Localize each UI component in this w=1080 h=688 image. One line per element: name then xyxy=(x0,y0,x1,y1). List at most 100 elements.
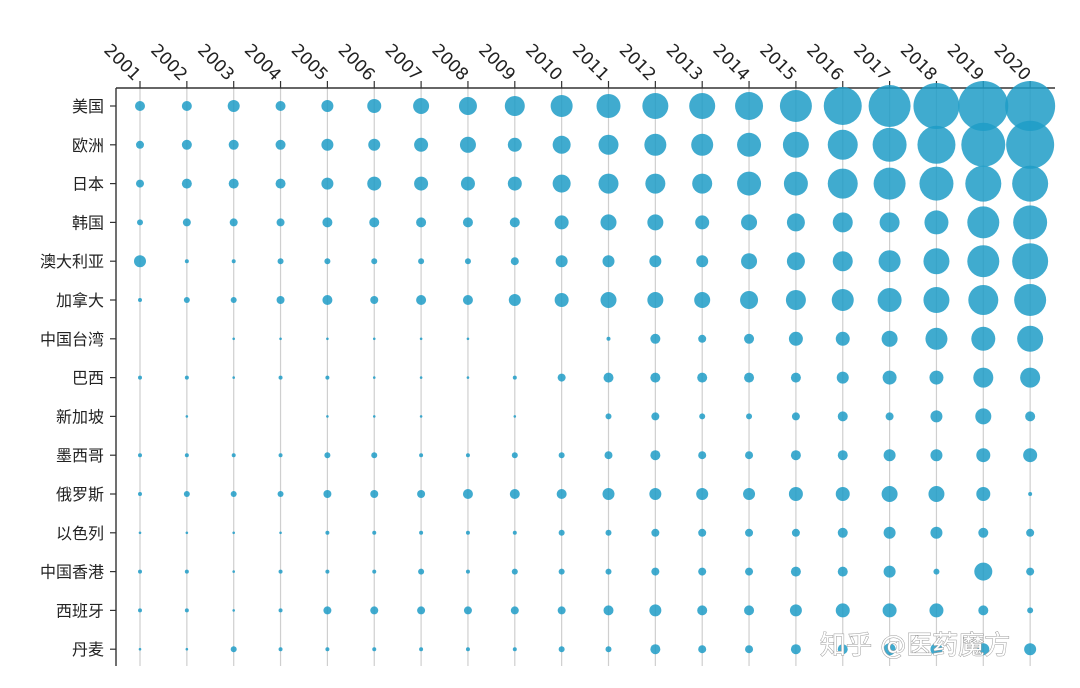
bubble-以色列-2020 xyxy=(1026,528,1035,537)
bubble-俄罗斯-2001 xyxy=(138,492,142,496)
bubble-澳大利亚-2011 xyxy=(602,255,615,268)
bubble-俄罗斯-2002 xyxy=(183,491,190,497)
bubble-西班牙-2003 xyxy=(232,609,235,612)
bubble-以色列-2013 xyxy=(698,528,707,537)
bubble-巴西-2002 xyxy=(184,375,189,380)
bubble-加拿大-2017 xyxy=(877,288,902,312)
bubble-新加坡-2018 xyxy=(930,410,943,423)
bubble-澳大利亚-2014 xyxy=(741,253,758,270)
bubble-欧洲-2011 xyxy=(598,134,619,155)
bubble-日本-2020 xyxy=(1012,165,1049,202)
bubble-中国香港-2015 xyxy=(790,566,801,577)
bubble-澳大利亚-2020 xyxy=(1012,243,1049,280)
bubble-美国-2001 xyxy=(135,101,145,111)
watermark-text: 知乎 @医药魔方 xyxy=(820,631,1010,661)
bubble-俄罗斯-2017 xyxy=(881,486,898,502)
y-tick-label-5: 加拿大 xyxy=(56,291,104,310)
bubble-欧洲-2003 xyxy=(228,139,239,150)
bubble-欧洲-2006 xyxy=(368,138,381,151)
bubble-中国台湾-2004 xyxy=(279,337,282,341)
y-tick-label-1: 欧洲 xyxy=(72,136,104,155)
bubble-墨西哥-2007 xyxy=(419,453,424,458)
bubble-韩国-2013 xyxy=(695,215,710,230)
x-tick-label-2003: 2003 xyxy=(193,40,238,85)
bubble-中国香港-2005 xyxy=(325,569,330,574)
bubble-俄罗斯-2012 xyxy=(649,488,662,500)
bubble-以色列-2018 xyxy=(930,526,943,539)
bubble-巴西-2020 xyxy=(1020,367,1041,388)
bubble-欧洲-2005 xyxy=(321,138,334,151)
bubble-以色列-2016 xyxy=(837,527,848,538)
bubble-韩国-2019 xyxy=(967,206,1000,239)
bubble-墨西哥-2015 xyxy=(790,450,801,461)
bubble-中国台湾-2016 xyxy=(835,331,850,346)
bubble-丹麦-2020 xyxy=(1024,643,1037,656)
x-tick-label-2013: 2013 xyxy=(662,40,707,85)
bubble-西班牙-2009 xyxy=(510,606,519,615)
bubble-西班牙-2006 xyxy=(370,606,379,615)
bubble-欧洲-2020 xyxy=(1006,120,1055,169)
bubble-巴西-2005 xyxy=(325,375,330,380)
y-tick-label-4: 澳大利亚 xyxy=(40,252,104,271)
bubble-欧洲-2009 xyxy=(507,137,522,152)
bubble-美国-2010 xyxy=(550,95,573,117)
bubble-丹麦-2001 xyxy=(138,647,142,651)
bubble-欧洲-2015 xyxy=(782,131,809,158)
bubble-巴西-2014 xyxy=(744,372,755,383)
bubble-墨西哥-2010 xyxy=(558,452,565,459)
bubble-中国香港-2010 xyxy=(558,568,565,575)
x-tick-label-2020: 2020 xyxy=(990,40,1035,85)
bubble-巴西-2013 xyxy=(697,372,708,383)
bubble-新加坡-2017 xyxy=(885,412,894,421)
bubble-中国香港-2009 xyxy=(511,568,518,575)
y-tick-label-6: 中国台湾 xyxy=(40,330,104,349)
bubble-西班牙-2012 xyxy=(649,604,662,617)
bubble-俄罗斯-2014 xyxy=(743,488,756,500)
bubble-美国-2018 xyxy=(913,83,960,129)
bubble-美国-2020 xyxy=(1005,81,1056,131)
bubble-西班牙-2007 xyxy=(417,606,426,615)
bubble-日本-2017 xyxy=(873,167,906,200)
bubble-欧洲-2018 xyxy=(917,125,956,164)
bubble-新加坡-2016 xyxy=(837,411,848,422)
bubble-欧洲-2019 xyxy=(961,122,1006,167)
bubble-美国-2003 xyxy=(227,100,240,112)
x-tick-label-2012: 2012 xyxy=(615,40,660,85)
bubble-墨西哥-2002 xyxy=(184,453,189,458)
y-tick-label-3: 韩国 xyxy=(72,213,104,232)
x-tick-label-2010: 2010 xyxy=(521,40,566,85)
bubble-以色列-2008 xyxy=(465,530,470,535)
bubble-欧洲-2002 xyxy=(181,139,192,150)
bubble-新加坡-2009 xyxy=(513,415,517,418)
bubble-韩国-2020 xyxy=(1013,205,1048,240)
bubble-韩国-2001 xyxy=(137,219,143,226)
bubble-新加坡-2007 xyxy=(419,415,423,418)
bubble-西班牙-2008 xyxy=(463,606,472,615)
bubble-欧洲-2014 xyxy=(737,132,762,157)
bubble-韩国-2008 xyxy=(462,217,473,228)
bubble-中国香港-2003 xyxy=(232,570,235,573)
bubble-巴西-2017 xyxy=(882,370,897,385)
bubble-新加坡-2011 xyxy=(605,413,612,420)
bubble-俄罗斯-2010 xyxy=(556,489,567,499)
bubble-丹麦-2007 xyxy=(419,647,424,652)
bubble-墨西哥-2008 xyxy=(465,453,470,458)
bubble-欧洲-2013 xyxy=(691,133,714,156)
x-tick-label-2008: 2008 xyxy=(427,40,472,85)
bubble-加拿大-2002 xyxy=(183,297,190,303)
bubble-欧洲-2004 xyxy=(275,139,286,150)
bubble-巴西-2008 xyxy=(466,376,470,379)
bubble-欧洲-2008 xyxy=(459,136,476,153)
bubble-俄罗斯-2019 xyxy=(976,487,991,501)
bubble-中国香港-2006 xyxy=(372,569,377,574)
bubble-加拿大-2018 xyxy=(923,287,950,313)
bubble-以色列-2002 xyxy=(185,531,189,535)
bubble-西班牙-2019 xyxy=(978,605,989,616)
bubble-墨西哥-2006 xyxy=(371,452,378,459)
bubble-俄罗斯-2015 xyxy=(788,487,803,501)
bubble-中国香港-2008 xyxy=(465,569,470,574)
bubble-中国香港-2004 xyxy=(278,569,283,574)
bubble-以色列-2004 xyxy=(279,531,282,535)
bubble-巴西-2018 xyxy=(929,370,944,385)
bubble-澳大利亚-2006 xyxy=(371,258,378,265)
